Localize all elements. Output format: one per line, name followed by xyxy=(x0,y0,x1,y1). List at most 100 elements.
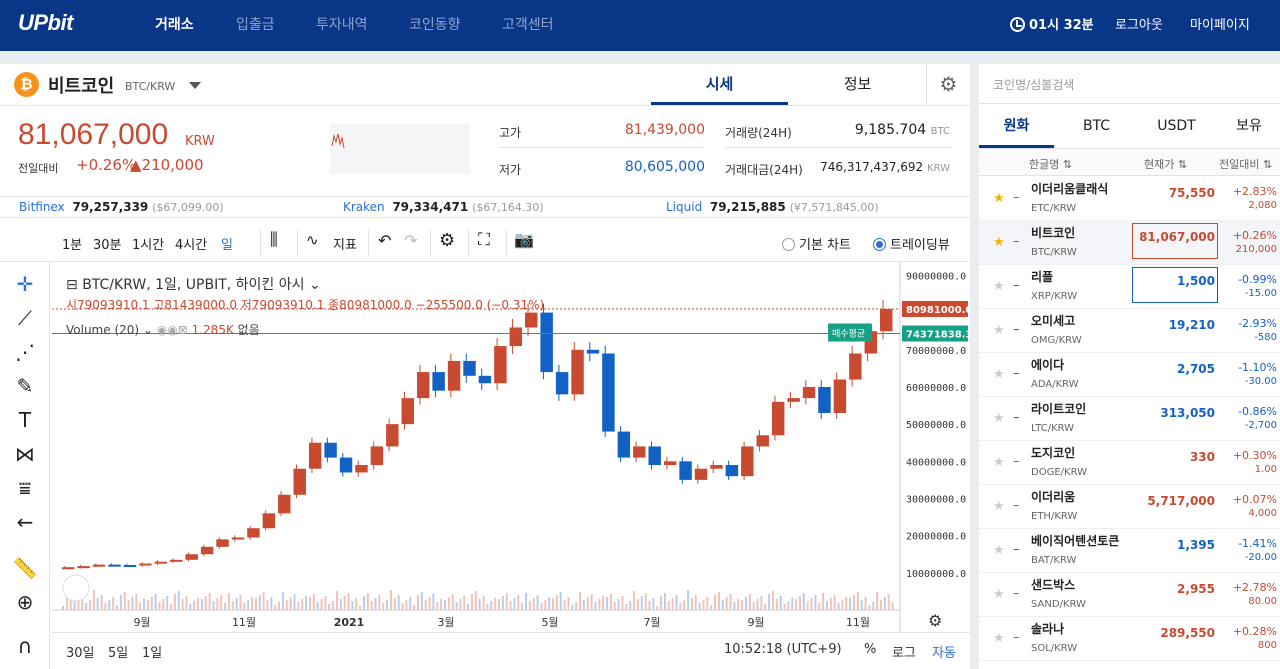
mypage-link[interactable]: 마이페이지 xyxy=(1190,18,1250,33)
brush-icon[interactable]: ✎ xyxy=(16,374,34,398)
fib-icon[interactable]: ⩸ xyxy=(18,476,32,500)
candle-type-icon[interactable]: ⫼ xyxy=(270,230,278,250)
market-row[interactable]: ★ – 이더리움 ETH/KRW 5,717,000 +0.07% 4,000 xyxy=(979,485,1280,529)
tab-btc[interactable]: BTC xyxy=(1082,118,1111,134)
range-5d[interactable]: 5일 xyxy=(108,646,129,661)
price-chart[interactable]: 10000000.0 20000000.0 30000000.0 40000000.0… xyxy=(52,262,970,669)
interval-1m[interactable]: 1분 xyxy=(62,238,83,253)
pitchfork-icon[interactable]: ⋰ xyxy=(15,340,35,364)
range-30d[interactable]: 30일 xyxy=(66,646,95,661)
trend-mark-icon: – xyxy=(1013,234,1020,249)
interval-1d[interactable]: 일 xyxy=(221,238,233,253)
coin-change-amount: 1.00 xyxy=(1254,464,1277,475)
star-icon[interactable]: ★ xyxy=(993,191,1005,206)
chevron-down-icon[interactable] xyxy=(189,82,201,89)
coin-name[interactable]: 비트코인 xyxy=(48,76,115,97)
coin-symbol: ETH/KRW xyxy=(1031,511,1078,522)
crosshair-icon[interactable]: ✛ xyxy=(16,272,34,296)
tradingview-option[interactable]: 트레이딩뷰 xyxy=(873,234,950,253)
volume-bar xyxy=(143,599,146,610)
volume-bar xyxy=(594,602,597,610)
volume-bar xyxy=(455,602,458,610)
market-row[interactable]: ★ – 샌드박스 SAND/KRW 2,955 +2.78% 80.00 xyxy=(979,573,1280,617)
settings-icon[interactable]: ⚙ xyxy=(439,230,456,251)
percent-toggle[interactable]: % xyxy=(864,642,877,657)
coin-symbol: SOL/KRW xyxy=(1031,643,1078,654)
coin-change-rate: -0.99% xyxy=(1238,273,1277,286)
tab-holdings[interactable]: 보유 xyxy=(1236,118,1262,134)
range-1d[interactable]: 1일 xyxy=(142,646,163,661)
indicator-icon[interactable]: ∿ xyxy=(306,231,319,249)
volume-bar xyxy=(841,600,844,610)
coin-search-input[interactable]: 코인명/심볼검색 xyxy=(979,64,1280,104)
coin-name: 샌드박스 xyxy=(1031,578,1076,592)
zoom-in-icon[interactable]: ⊕ xyxy=(16,590,34,614)
camera-icon[interactable]: 📷 xyxy=(514,230,534,249)
upbit-logo[interactable]: UPbit xyxy=(18,10,73,35)
gear-icon[interactable]: ⚙ xyxy=(926,64,970,105)
trendline-icon[interactable]: ⟋ xyxy=(18,306,32,330)
market-row[interactable]: ★ – 리플 XRP/KRW 1,500 -0.99% -15.00 xyxy=(979,265,1280,309)
candle-body xyxy=(679,461,692,480)
market-row[interactable]: ★ – 오미세고 OMG/KRW 19,210 -2.93% -580 xyxy=(979,309,1280,353)
tab-krw[interactable]: 원화 xyxy=(979,104,1054,148)
trend-mark-icon: – xyxy=(1013,410,1020,425)
star-icon[interactable]: ★ xyxy=(993,587,1005,602)
tab-info[interactable]: 정보 xyxy=(843,75,872,93)
trend-mark-icon: – xyxy=(1013,542,1020,557)
ruler-icon[interactable]: 📏 xyxy=(12,556,38,580)
star-icon[interactable]: ★ xyxy=(993,279,1005,294)
candle-body xyxy=(154,561,168,564)
nav-exchange[interactable]: 거래소 xyxy=(155,17,194,33)
volume-bar xyxy=(640,596,643,610)
nav-trends[interactable]: 코인동향 xyxy=(409,17,461,33)
star-icon[interactable]: ★ xyxy=(993,543,1005,558)
market-row[interactable]: ★ – 이더리움클래식 ETC/KRW 75,550 +2.83% 2,080 xyxy=(979,177,1280,221)
divider xyxy=(506,230,507,256)
col-price[interactable]: 현재가 ⇅ xyxy=(1144,158,1188,171)
coin-change-amount: -30.00 xyxy=(1244,376,1277,387)
tab-usdt[interactable]: USDT xyxy=(1157,118,1196,134)
back-arrow-icon[interactable]: ← xyxy=(16,510,34,534)
log-toggle[interactable]: 로그 xyxy=(892,646,916,661)
star-icon[interactable]: ★ xyxy=(993,323,1005,338)
candle-body xyxy=(494,346,507,384)
star-icon[interactable]: ★ xyxy=(993,235,1005,250)
basic-chart-option[interactable]: 기본 차트 xyxy=(782,234,851,253)
nav-support[interactable]: 고객센터 xyxy=(502,17,554,33)
market-row[interactable]: ★ – 에이다 ADA/KRW 2,705 -1.10% -30.00 xyxy=(979,353,1280,397)
trade-value: 746,317,437,692 KRW xyxy=(820,160,950,174)
redo-icon[interactable]: ↷ xyxy=(404,231,418,250)
indicator-button[interactable]: 지표 xyxy=(333,238,357,253)
market-row[interactable]: ★ – 솔라나 SOL/KRW 289,550 +0.28% 800 xyxy=(979,617,1280,661)
star-icon[interactable]: ★ xyxy=(993,411,1005,426)
volume-bar xyxy=(154,594,157,610)
text-icon[interactable]: T xyxy=(18,408,32,432)
col-name[interactable]: 한글명 ⇅ xyxy=(1029,158,1073,171)
market-row[interactable]: ★ – 라이트코인 LTC/KRW 313,050 -0.86% -2,700 xyxy=(979,397,1280,441)
star-icon[interactable]: ★ xyxy=(993,631,1005,646)
star-icon[interactable]: ★ xyxy=(993,455,1005,470)
magnet-icon[interactable]: ∩ xyxy=(17,634,33,658)
chart-svg[interactable]: 10000000.0 20000000.0 30000000.0 40000000.0… xyxy=(52,262,970,632)
nav-deposit[interactable]: 입출금 xyxy=(236,17,275,33)
volume-bar xyxy=(764,604,767,610)
market-row[interactable]: ★ – 베이직어텐션토큰 BAT/KRW 1,395 -1.41% -20.00 xyxy=(979,529,1280,573)
star-icon[interactable]: ★ xyxy=(993,499,1005,514)
interval-30m[interactable]: 30분 xyxy=(93,238,122,253)
auto-toggle[interactable]: 자동 xyxy=(932,646,956,661)
star-icon[interactable]: ★ xyxy=(993,367,1005,382)
nav-investments[interactable]: 투자내역 xyxy=(316,17,368,33)
fullscreen-icon[interactable]: ⛶ xyxy=(478,230,490,250)
pattern-icon[interactable]: ⋈ xyxy=(15,442,35,466)
interval-1h[interactable]: 1시간 xyxy=(132,238,165,253)
logout-link[interactable]: 로그아웃 xyxy=(1115,18,1163,33)
interval-4h[interactable]: 4시간 xyxy=(175,238,208,253)
chart-legend-title[interactable]: ⊟ BTC/KRW, 1일, UPBIT, 하이킨 아시 ⌄ xyxy=(66,277,321,293)
undo-icon[interactable]: ↶ xyxy=(378,231,392,250)
volume-bar xyxy=(335,591,338,610)
col-change[interactable]: 전일대비 ⇅ xyxy=(1219,158,1273,171)
tab-quote[interactable]: 시세 xyxy=(651,64,788,105)
market-row[interactable]: ★ – 비트코인 BTC/KRW 81,067,000 +0.26% 210,000 xyxy=(979,221,1280,265)
market-row[interactable]: ★ – 도지코인 DOGE/KRW 330 +0.30% 1.00 xyxy=(979,441,1280,485)
